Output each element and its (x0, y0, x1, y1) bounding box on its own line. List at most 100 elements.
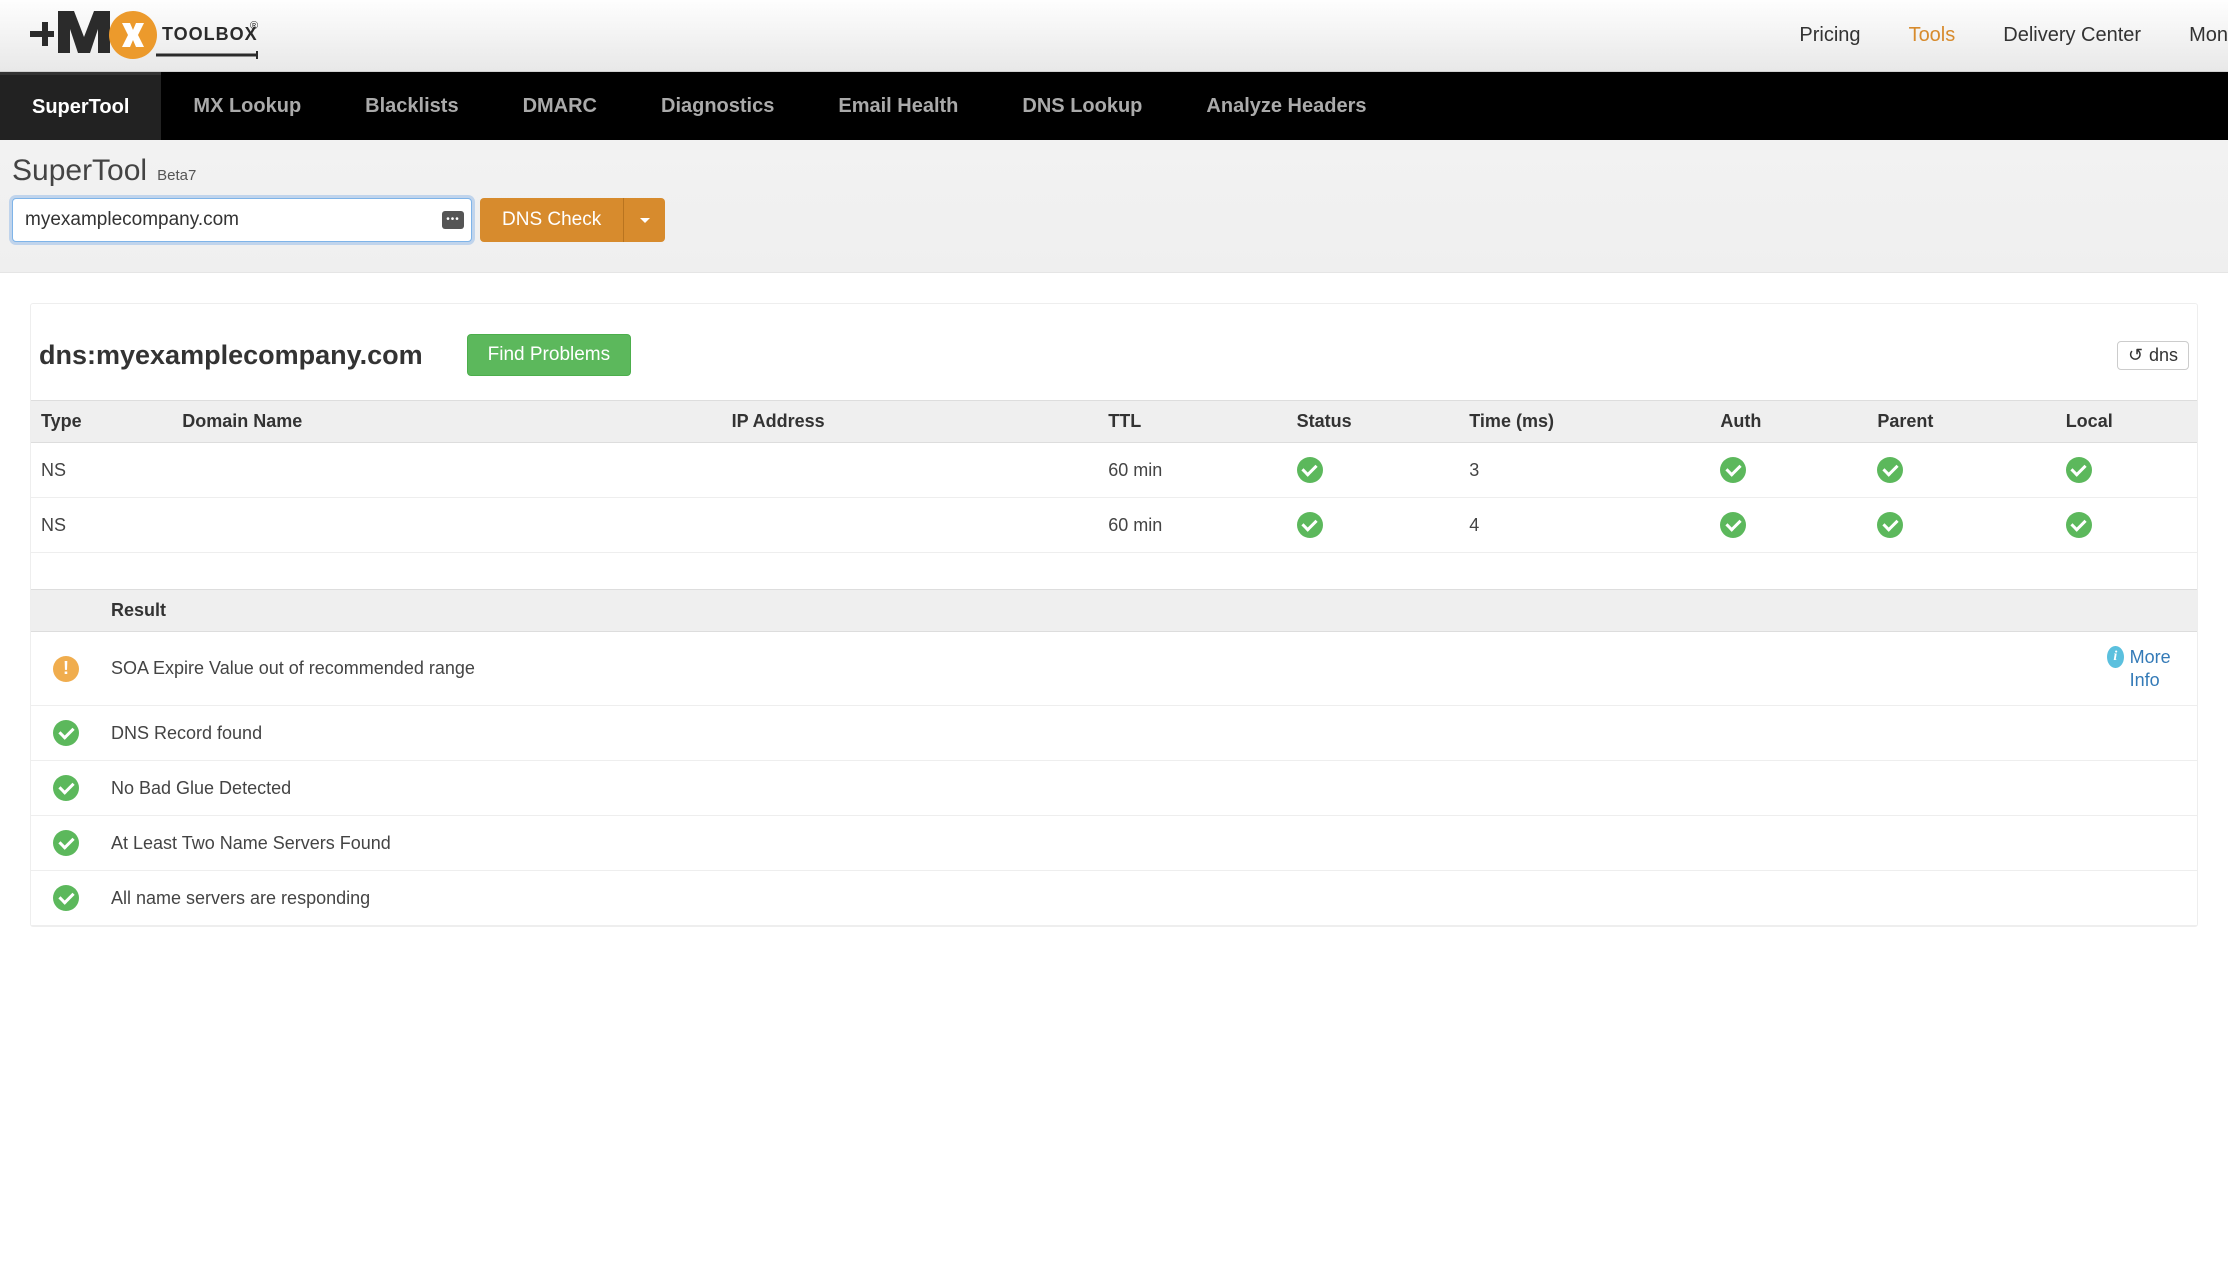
ns-row: NS 60 min 4 (31, 498, 2197, 553)
tab-analyze-headers[interactable]: Analyze Headers (1174, 72, 1398, 140)
check-icon (2066, 457, 2092, 483)
chevron-down-icon (640, 218, 650, 223)
tab-supertool[interactable]: SuperTool (0, 72, 161, 140)
input-hint-icon[interactable]: ••• (442, 211, 464, 229)
find-problems-button[interactable]: Find Problems (467, 334, 632, 376)
ns-cell-status (1287, 498, 1460, 553)
refresh-button[interactable]: ↻ dns (2117, 341, 2189, 370)
ns-cell-local (2056, 498, 2197, 553)
result-cell-status (31, 761, 101, 816)
check-icon (53, 775, 79, 801)
logo[interactable]: TOOLBOX ® (28, 7, 258, 65)
result-cell-more (2097, 706, 2197, 761)
result-col-icon (31, 590, 101, 632)
tab-diagnostics[interactable]: Diagnostics (629, 72, 806, 140)
ns-cell-parent (1867, 443, 2055, 498)
result-col-more (2097, 590, 2197, 632)
tab-dmarc[interactable]: DMARC (491, 72, 629, 140)
result-row: ! SOA Expire Value out of recommended ran… (31, 632, 2197, 706)
results: dns:myexamplecompany.com Find Problems ↻… (0, 273, 2228, 927)
ns-col-local: Local (2056, 401, 2197, 443)
result-row: At Least Two Name Servers Found (31, 816, 2197, 871)
tool-area: SuperTool Beta7 ••• DNS Check (0, 140, 2228, 273)
action-dropdown-toggle[interactable] (623, 198, 665, 242)
domain-input[interactable] (12, 198, 472, 242)
ns-cell-ttl: 60 min (1098, 498, 1286, 553)
ns-col-time: Time (ms) (1459, 401, 1710, 443)
check-icon (1297, 512, 1323, 538)
ns-cell-auth (1710, 443, 1867, 498)
check-icon (1720, 457, 1746, 483)
domain-input-wrap: ••• (12, 198, 472, 242)
ns-col-domain: Domain Name (172, 401, 721, 443)
check-icon (53, 830, 79, 856)
ns-col-status: Status (1287, 401, 1460, 443)
ns-col-parent: Parent (1867, 401, 2055, 443)
ns-cell-type: NS (31, 443, 172, 498)
ns-col-auth: Auth (1710, 401, 1867, 443)
ns-cell-domain (172, 443, 721, 498)
tab-mx-lookup[interactable]: MX Lookup (161, 72, 333, 140)
dns-check-button[interactable]: DNS Check (480, 198, 623, 242)
ns-col-ttl: TTL (1098, 401, 1286, 443)
result-cell-more (2097, 871, 2197, 926)
ns-cell-parent (1867, 498, 2055, 553)
check-icon (1297, 457, 1323, 483)
result-cell-text: DNS Record found (101, 706, 2097, 761)
ns-cell-ip (722, 443, 1099, 498)
warn-icon: ! (53, 656, 79, 682)
ns-cell-ip (722, 498, 1099, 553)
ns-cell-domain (172, 498, 721, 553)
action-button-group: DNS Check (480, 198, 665, 242)
result-cell-status (31, 871, 101, 926)
tool-title: SuperTool Beta7 (12, 154, 2216, 188)
refresh-label: dns (2149, 345, 2178, 366)
result-cell-more: iMore Info (2097, 632, 2197, 706)
result-cell-text: No Bad Glue Detected (101, 761, 2097, 816)
ns-row: NS60 min3 (31, 443, 2197, 498)
svg-text:TOOLBOX: TOOLBOX (162, 24, 258, 44)
tool-title-text: SuperTool (12, 154, 147, 188)
ns-cell-ttl: 60 min (1098, 443, 1286, 498)
check-icon (53, 720, 79, 746)
ns-cell-type: NS (31, 498, 172, 553)
result-cell-text: All name servers are responding (101, 871, 2097, 926)
results-panel: dns:myexamplecompany.com Find Problems ↻… (30, 303, 2198, 927)
ns-cell-auth (1710, 498, 1867, 553)
result-header: dns:myexamplecompany.com Find Problems ↻… (31, 334, 2197, 400)
check-icon (2066, 512, 2092, 538)
tool-tabs: SuperTool MX Lookup Blacklists DMARC Dia… (0, 72, 2228, 140)
result-cell-more (2097, 761, 2197, 816)
top-nav-monitoring[interactable]: Mon (2189, 24, 2228, 47)
ns-col-ip: IP Address (722, 401, 1099, 443)
result-cell-status: ! (31, 632, 101, 706)
top-nav-tools[interactable]: Tools (1909, 24, 1956, 47)
check-icon (53, 885, 79, 911)
result-cell-text: SOA Expire Value out of recommended rang… (101, 632, 2097, 706)
result-cell-status (31, 816, 101, 871)
svg-text:®: ® (250, 20, 258, 32)
top-nav-delivery-center[interactable]: Delivery Center (2003, 24, 2141, 47)
ns-cell-local (2056, 443, 2197, 498)
result-cell-more (2097, 816, 2197, 871)
ns-col-type: Type (31, 401, 172, 443)
top-nav: Pricing Tools Delivery Center Mon (1799, 24, 2228, 47)
tab-email-health[interactable]: Email Health (806, 72, 990, 140)
top-header: TOOLBOX ® Pricing Tools Delivery Center … (0, 0, 2228, 72)
tab-dns-lookup[interactable]: DNS Lookup (990, 72, 1174, 140)
top-nav-pricing[interactable]: Pricing (1799, 24, 1860, 47)
result-row: DNS Record found (31, 706, 2197, 761)
ns-cell-time: 4 (1459, 498, 1710, 553)
refresh-icon: ↻ (2128, 345, 2143, 366)
result-cell-text: At Least Two Name Servers Found (101, 816, 2097, 871)
more-info-link[interactable]: iMore Info (2107, 646, 2187, 691)
result-title: dns:myexamplecompany.com (39, 340, 423, 371)
result-table: Result ! SOA Expire Value out of recommen… (31, 589, 2197, 926)
ns-cell-status (1287, 443, 1460, 498)
result-cell-status (31, 706, 101, 761)
tab-blacklists[interactable]: Blacklists (333, 72, 490, 140)
check-icon (1720, 512, 1746, 538)
check-icon (1877, 512, 1903, 538)
result-col-header: Result (101, 590, 2097, 632)
tool-form: ••• DNS Check (12, 198, 2216, 242)
